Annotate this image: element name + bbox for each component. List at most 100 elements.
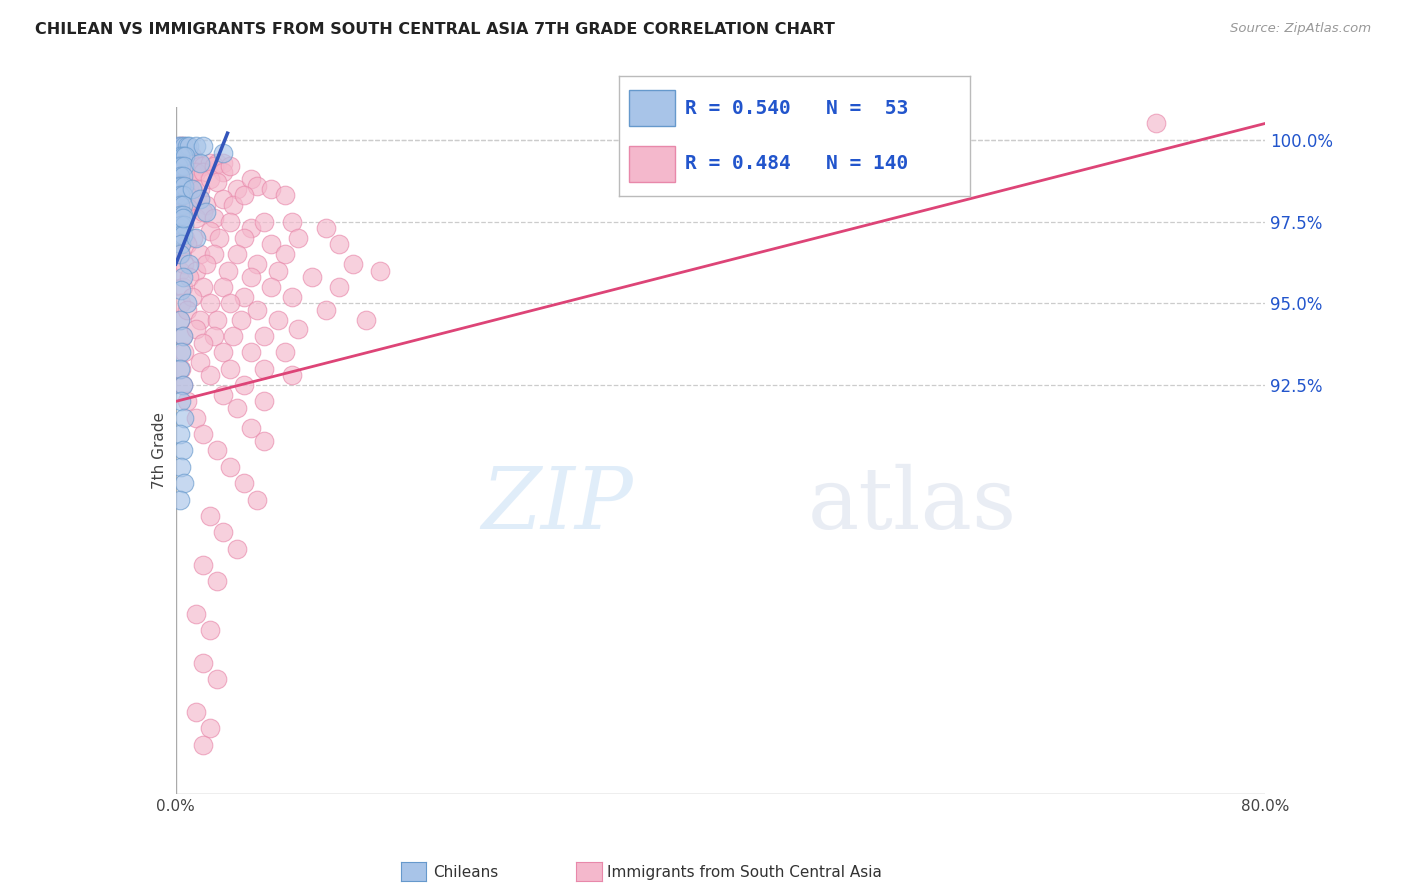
Point [239,270,262,285]
Point [260,182,283,196]
Point [212,155,235,169]
Point [205,443,228,458]
Point [315,302,337,317]
Point [173,178,195,193]
Point [170,139,193,153]
Point [239,420,262,434]
Point [177,202,200,216]
Point [280,368,302,383]
Point [179,257,201,271]
Point [172,329,194,343]
Point [186,165,208,179]
Point [167,139,190,153]
Point [179,139,201,153]
Point [169,312,191,326]
Point [172,139,194,153]
Point [170,345,193,359]
Point [170,202,193,216]
Point [172,378,194,392]
Point [188,159,211,173]
Point [172,378,194,392]
Point [280,290,302,304]
Point [232,476,254,491]
Point [170,247,193,261]
Point [176,188,198,202]
Point [253,329,276,343]
Text: Source: ZipAtlas.com: Source: ZipAtlas.com [1230,22,1371,36]
Point [176,149,198,163]
Point [194,198,217,212]
Text: CHILEAN VS IMMIGRANTS FROM SOUTH CENTRAL ASIA 7TH GRADE CORRELATION CHART: CHILEAN VS IMMIGRANTS FROM SOUTH CENTRAL… [35,22,835,37]
Point [212,192,235,206]
Point [205,175,228,189]
Point [169,198,191,212]
Bar [630,145,675,182]
Text: ZIP: ZIP [481,464,633,547]
Point [176,169,198,183]
Point [172,188,194,202]
Point [267,263,290,277]
Point [274,188,297,202]
Point [170,178,193,193]
Text: Chileans: Chileans [433,865,498,880]
Point [172,159,194,173]
Point [239,221,262,235]
Point [191,656,214,670]
Point [246,302,269,317]
Point [368,263,391,277]
Point [188,192,211,206]
Text: Immigrants from South Central Asia: Immigrants from South Central Asia [607,865,883,880]
Point [176,139,198,153]
Point [172,211,194,226]
Point [186,211,208,226]
Point [173,218,195,232]
Point [173,139,195,153]
Point [181,290,204,304]
Point [181,198,204,212]
Point [1146,116,1168,130]
Point [202,329,225,343]
Point [328,237,350,252]
Point [170,361,193,376]
Point [172,149,194,163]
Point [212,388,235,402]
Point [356,312,378,326]
Point [219,459,242,474]
Text: R = 0.540   N =  53: R = 0.540 N = 53 [686,99,908,118]
Point [173,345,195,359]
Point [169,247,191,261]
Point [176,394,198,409]
Point [169,312,191,326]
Point [169,139,191,153]
Point [169,188,191,202]
Point [212,345,235,359]
Point [170,149,193,163]
Point [186,139,208,153]
Point [301,270,323,285]
Point [167,149,190,163]
Y-axis label: 7th Grade: 7th Grade [152,412,167,489]
Point [188,192,211,206]
Point [181,182,204,196]
Point [188,155,211,169]
Point [177,159,200,173]
Point [212,280,235,294]
Point [173,410,195,425]
Point [328,280,350,294]
Point [212,165,235,179]
Point [173,202,195,216]
Point [170,394,193,409]
Point [231,312,253,326]
Point [173,257,195,271]
Point [176,302,198,317]
Point [169,427,191,442]
Point [191,280,214,294]
Point [191,204,214,219]
Point [186,155,208,169]
Point [174,231,197,245]
Point [226,401,249,415]
Point [172,227,194,242]
Point [191,139,214,153]
Point [232,378,254,392]
Point [172,443,194,458]
